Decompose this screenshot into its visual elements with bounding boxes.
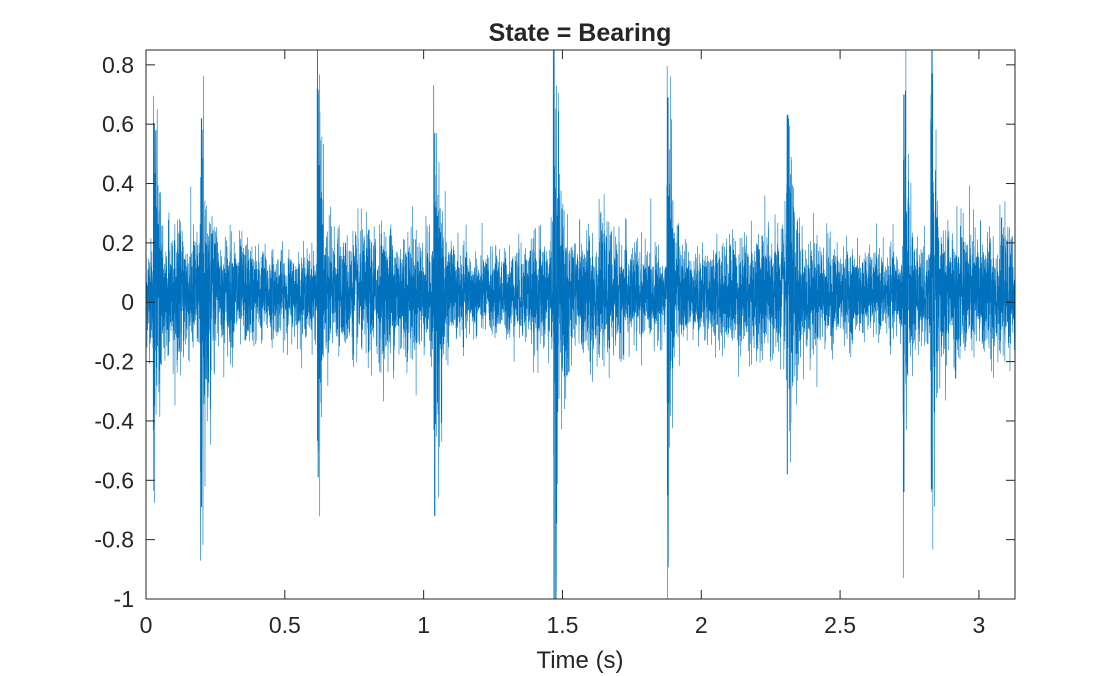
y-tick-label: -0.2 [94, 349, 134, 375]
x-tick-label: 1.5 [546, 612, 578, 638]
plot-background [146, 50, 1015, 599]
y-tick-label: -0.6 [94, 467, 134, 493]
x-tick-label: 2.5 [824, 612, 856, 638]
x-tick-label: 2 [695, 612, 708, 638]
y-axis-ticks: 0.8 0.6 0.4 0.2 0 -0.2 -0.4 -0.6 -0.8 -1 [94, 52, 1015, 612]
x-tick-label: 3 [973, 612, 986, 638]
signal-layer [146, 50, 1015, 599]
y-tick-label: -0.8 [94, 527, 134, 553]
signal-series-line [146, 50, 1015, 599]
x-tick-label: 1 [417, 612, 430, 638]
x-axis-label: Time (s) [536, 647, 623, 674]
x-axis-ticks: 0 0.5 1 1.5 2 2.5 3 [140, 50, 986, 638]
axes-box [145, 49, 1016, 600]
y-tick-label: 0.2 [102, 230, 134, 256]
x-tick-label: 0.5 [269, 612, 301, 638]
y-tick-label: 0 [121, 289, 134, 315]
y-tick-label: 0.8 [102, 52, 134, 78]
y-tick-label: -0.4 [94, 408, 134, 434]
y-tick-label: 0.4 [102, 171, 134, 197]
plot-area [145, 49, 1016, 600]
y-tick-label: 0.6 [102, 111, 134, 137]
y-tick-label: -1 [114, 586, 134, 612]
x-tick-label: 0 [140, 612, 153, 638]
chart-title: State = Bearing [489, 19, 672, 47]
